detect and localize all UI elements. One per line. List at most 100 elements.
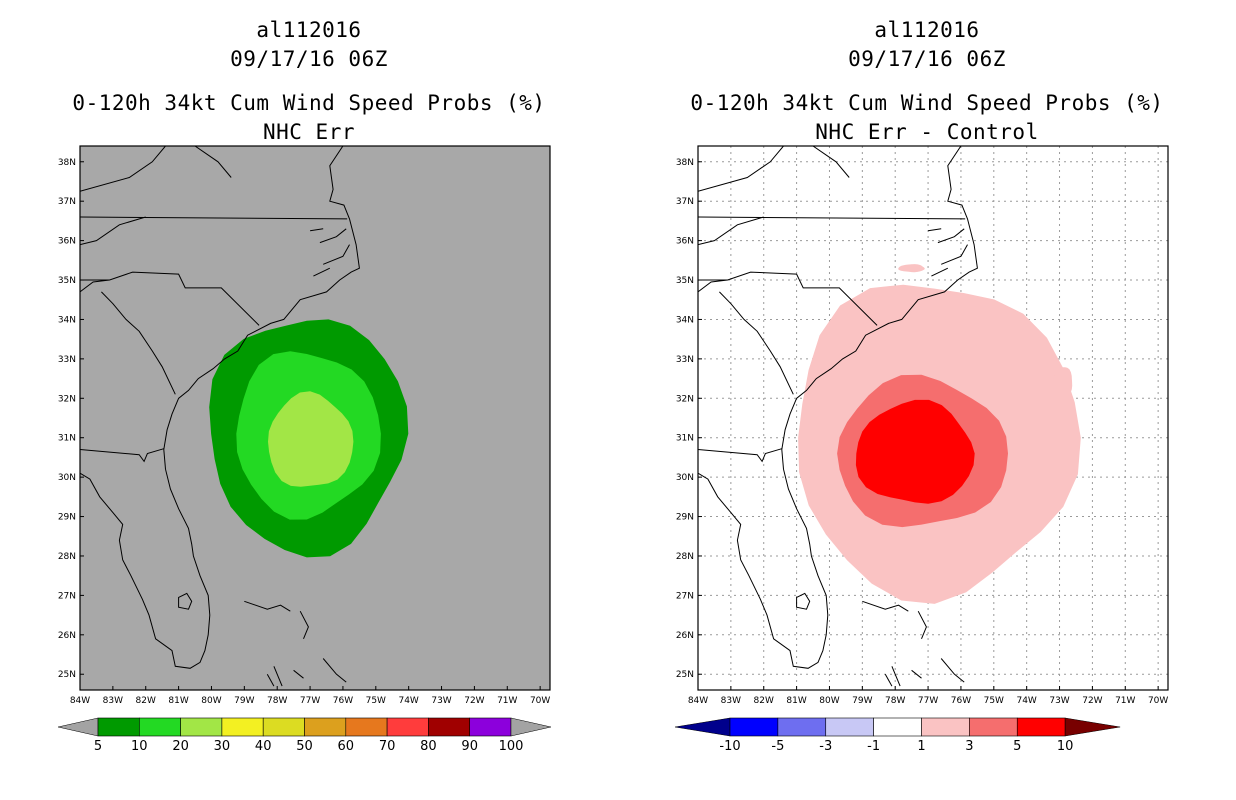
lat-tick-label: 30N: [58, 473, 76, 483]
lat-tick-label: 30N: [676, 473, 694, 483]
left-map-frame: [79, 145, 551, 691]
lat-tick-label: 26N: [676, 631, 694, 641]
lon-tick-label: 82W: [754, 696, 774, 706]
lon-tick-label: 79W: [852, 696, 872, 706]
lon-tick-label: 72W: [464, 696, 484, 706]
bahamas-island: [917, 610, 927, 639]
colorbar-label: -1: [867, 739, 880, 754]
lon-tick-label: 72W: [1082, 696, 1102, 706]
left-axis-labels: 38N 37N 36N 35N 34N 33N 32N 31N 30N 29N 28N 27N 26N 2…: [58, 158, 551, 706]
colorbar-label: -5: [771, 739, 784, 754]
lat-tick-label: 33N: [676, 355, 694, 365]
left-subtitle: NHC Err: [262, 120, 355, 144]
lon-tick-label: 79W: [234, 696, 254, 706]
lon-tick-label: 71W: [1115, 696, 1135, 706]
lon-tick-label: 84W: [70, 696, 90, 706]
sound-shoreline: [931, 267, 949, 277]
lat-tick-label: 35N: [676, 276, 694, 286]
east-coastline: [698, 146, 978, 669]
lat-tick-label: 25N: [58, 670, 76, 680]
lat-tick-label: 37N: [676, 197, 694, 207]
bahamas-island: [940, 658, 965, 683]
colorbar-label: 40: [255, 739, 272, 754]
lon-tick-label: 78W: [885, 696, 905, 706]
sound-shoreline: [323, 244, 350, 265]
lon-tick-label: 84W: [688, 696, 708, 706]
lon-tick-label: 76W: [333, 696, 353, 706]
colorbar-swatch: [386, 717, 429, 737]
colorbar-label: 80: [420, 739, 437, 754]
lon-tick-label: 82W: [136, 696, 156, 706]
right-contour-extra: [1052, 367, 1073, 399]
lat-tick-label: 31N: [676, 434, 694, 444]
lat-tick-label: 27N: [58, 591, 76, 601]
colorbar-swatch: [873, 717, 922, 737]
bahamas-island: [266, 673, 275, 687]
east-coastline: [80, 146, 360, 669]
lat-tick-label: 26N: [58, 631, 76, 641]
right-map-content: [698, 146, 1168, 690]
right-contour-extra: [898, 264, 925, 273]
lat-tick-label: 33N: [58, 355, 76, 365]
state-border: [80, 216, 146, 246]
colorbar-arrow-low: [674, 717, 731, 737]
state-border: [719, 291, 794, 395]
colorbar-label: 10: [1057, 739, 1074, 754]
colorbar-swatch: [304, 717, 347, 737]
lon-tick-label: 81W: [786, 696, 806, 706]
right-storm-id: al112016: [874, 18, 980, 42]
colorbar-swatch: [777, 717, 827, 737]
lat-tick-label: 25N: [676, 670, 694, 680]
lon-tick-label: 70W: [530, 696, 550, 706]
lon-tick-label: 83W: [103, 696, 123, 706]
colorbar-label: 5: [1013, 739, 1021, 754]
lat-tick-label: 38N: [58, 158, 76, 168]
lon-tick-label: 70W: [1148, 696, 1168, 706]
left-map-content: [80, 146, 409, 687]
colorbar-swatch: [969, 717, 1018, 737]
left-contour-20pct: [268, 391, 354, 487]
state-border: [812, 146, 850, 178]
colorbar-swatch: [825, 717, 874, 737]
state-border: [80, 216, 348, 220]
colorbar-label: 10: [131, 739, 148, 754]
right-probability-field: [798, 264, 1081, 604]
state-border: [698, 279, 728, 293]
lat-tick-label: 34N: [58, 315, 76, 325]
right-coastlines: [698, 146, 978, 687]
colorbar-label: 30: [214, 739, 231, 754]
sound-shoreline: [313, 267, 331, 277]
sound-shoreline: [937, 228, 965, 244]
state-border: [698, 146, 784, 192]
left-map-panel: 38N 37N 36N 35N 34N 33N 32N 31N 30N 29N 28N 27N 26N 2…: [57, 145, 552, 754]
colorbar-swatch: [428, 717, 470, 737]
colorbar-label: 5: [94, 739, 102, 754]
lat-tick-label: 27N: [676, 591, 694, 601]
lake-okeechobee: [796, 592, 811, 610]
state-border: [698, 216, 966, 220]
colorbar-label: -10: [719, 739, 740, 754]
lon-tick-label: 74W: [398, 696, 418, 706]
left-datetime: 09/17/16 06Z: [230, 47, 388, 71]
state-border: [194, 146, 232, 178]
right-datetime: 09/17/16 06Z: [848, 47, 1006, 71]
colorbar-swatch: [262, 717, 305, 737]
sound-shoreline: [310, 228, 324, 232]
lon-tick-label: 73W: [1049, 696, 1069, 706]
colorbar-swatch: [97, 717, 140, 737]
left-storm-id: al112016: [256, 18, 362, 42]
lat-tick-label: 34N: [676, 315, 694, 325]
bahamas-island: [891, 666, 901, 687]
colorbar-swatch: [729, 717, 779, 737]
state-border: [101, 291, 176, 395]
bahamas-island: [862, 600, 909, 612]
colorbar-arrow-low: [57, 717, 99, 737]
lat-tick-label: 36N: [58, 237, 76, 247]
bahamas-island: [299, 610, 309, 639]
colorbar-swatch: [921, 717, 970, 737]
colorbar-swatch: [1016, 717, 1066, 737]
colorbar-arrow-high: [1064, 717, 1121, 737]
colorbar-label: 50: [296, 739, 313, 754]
lat-tick-label: 37N: [58, 197, 76, 207]
